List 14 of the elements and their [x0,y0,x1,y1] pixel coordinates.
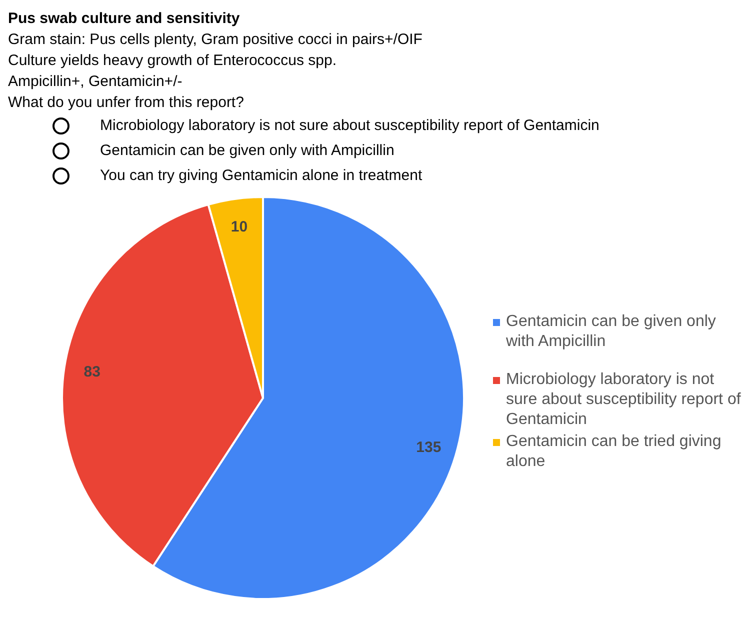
data-label: 135 [416,438,442,456]
legend-label: Gentamicin can be given only with Ampicillin [506,312,717,352]
text: Ampicillin+, Gentamicin+/- [8,72,184,92]
legend-label: Microbiology laboratory is not sure about susceptibility report of Gentamicin [506,370,742,430]
text: Culture yields heavy growth of Enterococcus spp. [8,51,338,71]
data-label: 10 [230,218,248,236]
data-label: 83 [84,363,100,380]
text: What do you unfer from this report? [8,93,245,113]
text: You can try giving Gentamicin alone in treatment [100,166,422,186]
chart-title: Pus swab culture and sensitivity [8,9,241,29]
text: Microbiology laboratory is not sure about susceptibility report of Gentamicin [100,116,600,136]
text: Gentamicin can be given only with Ampicillin [100,141,394,161]
legend-label: Gentamicin can be tried giving alone [506,432,722,472]
chart-subtitle: Gram stain: Pus cells plenty, Gram positive cocci in pairs+/OIF [8,30,424,50]
